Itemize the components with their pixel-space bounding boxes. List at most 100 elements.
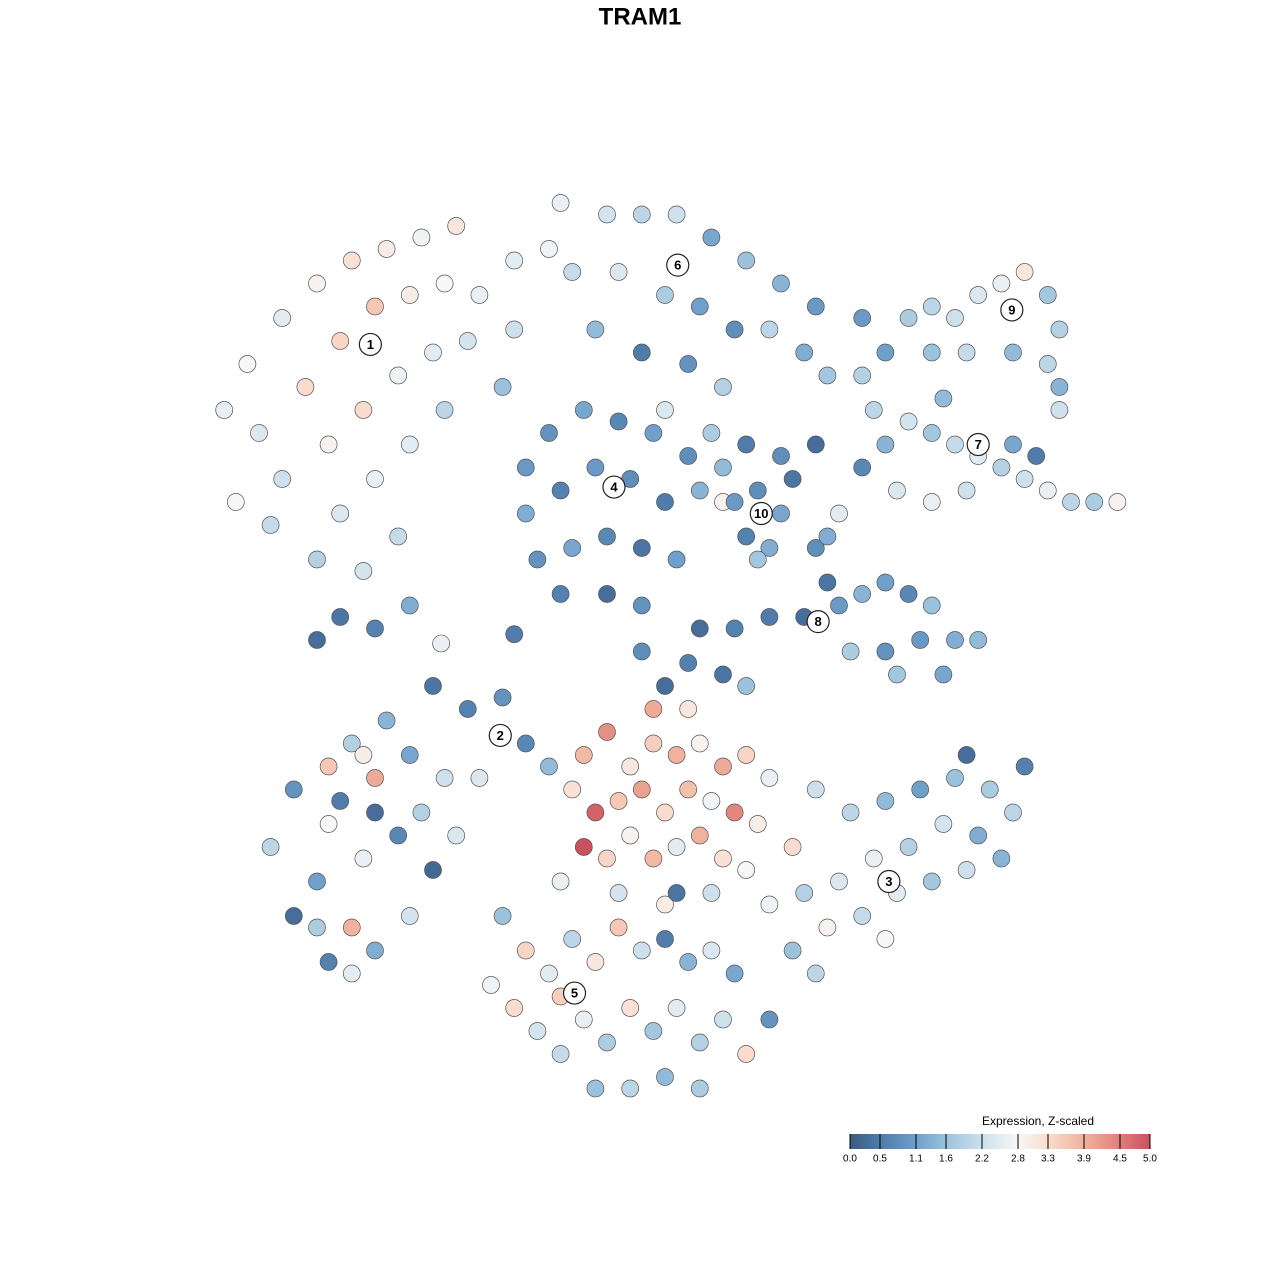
point	[563, 780, 582, 799]
point	[679, 780, 698, 799]
point	[922, 872, 941, 891]
colorbar-segment	[1018, 1134, 1049, 1149]
cluster-label: 8	[815, 614, 822, 629]
point	[876, 435, 895, 454]
point	[899, 309, 918, 327]
point	[1004, 343, 1022, 362]
point	[876, 343, 895, 362]
point	[412, 803, 431, 822]
point	[609, 792, 628, 810]
point	[366, 941, 384, 960]
point	[377, 711, 396, 730]
point	[1038, 286, 1057, 304]
point	[598, 723, 616, 741]
point	[679, 654, 698, 672]
colorbar-segment	[880, 1134, 917, 1149]
point	[690, 734, 709, 753]
point	[725, 493, 744, 511]
point	[574, 838, 593, 856]
point	[319, 757, 338, 776]
cluster-marker	[666, 253, 690, 277]
point	[319, 435, 338, 454]
point	[1015, 470, 1034, 488]
point	[667, 550, 686, 569]
point	[899, 585, 918, 603]
point	[551, 1045, 570, 1063]
point	[737, 746, 756, 764]
point	[899, 838, 918, 856]
point	[667, 205, 686, 224]
point	[748, 481, 767, 500]
cluster-label: 7	[975, 437, 982, 452]
point	[690, 826, 709, 845]
cluster-marker	[358, 332, 382, 357]
point	[261, 516, 280, 534]
point	[899, 412, 918, 431]
point	[1038, 481, 1057, 500]
point	[331, 792, 350, 810]
point	[296, 378, 315, 396]
cluster-label: 5	[571, 985, 578, 1000]
point	[656, 677, 674, 695]
point	[366, 619, 384, 638]
point	[876, 930, 895, 948]
point	[806, 539, 825, 557]
point	[424, 861, 442, 879]
point	[667, 746, 686, 764]
point	[632, 539, 651, 557]
point	[853, 309, 872, 327]
point	[250, 424, 268, 442]
point	[389, 826, 408, 845]
point	[284, 780, 303, 799]
point	[806, 435, 825, 454]
point	[864, 401, 883, 419]
point	[586, 458, 605, 477]
point	[516, 458, 535, 477]
point	[772, 274, 790, 293]
point	[934, 815, 953, 833]
point	[980, 780, 999, 799]
point	[702, 424, 721, 442]
colorbar-segment	[1120, 1134, 1151, 1149]
point	[632, 343, 651, 362]
point	[853, 366, 872, 385]
chart-title: TRAM1	[599, 3, 682, 30]
point	[656, 803, 674, 822]
point	[656, 895, 674, 914]
point	[516, 941, 535, 960]
point	[946, 435, 964, 454]
point	[308, 631, 326, 649]
point	[470, 769, 489, 787]
point	[644, 849, 663, 868]
point	[714, 757, 732, 776]
point	[783, 470, 802, 488]
point	[528, 1022, 547, 1040]
point	[934, 665, 953, 684]
cluster-marker	[749, 501, 773, 526]
point	[261, 838, 280, 856]
point	[760, 320, 779, 339]
point	[458, 332, 477, 350]
cluster-label: 2	[497, 728, 504, 743]
point	[656, 493, 674, 511]
colorbar-segment	[982, 1134, 1019, 1149]
point	[667, 884, 686, 902]
point	[876, 642, 895, 661]
point	[424, 343, 442, 362]
point	[621, 999, 640, 1017]
cluster-marker	[1000, 298, 1024, 322]
point	[586, 803, 605, 822]
point	[772, 447, 790, 465]
colorbar-segment	[1084, 1134, 1121, 1149]
point	[400, 596, 419, 615]
point	[957, 343, 976, 362]
point	[679, 700, 698, 718]
point	[493, 378, 512, 396]
colorbar-tick-label: 2.8	[1011, 1154, 1025, 1165]
points	[215, 194, 1127, 1098]
point	[876, 573, 895, 592]
point	[992, 849, 1011, 868]
point	[830, 504, 848, 523]
point	[540, 757, 558, 776]
point	[447, 217, 466, 235]
